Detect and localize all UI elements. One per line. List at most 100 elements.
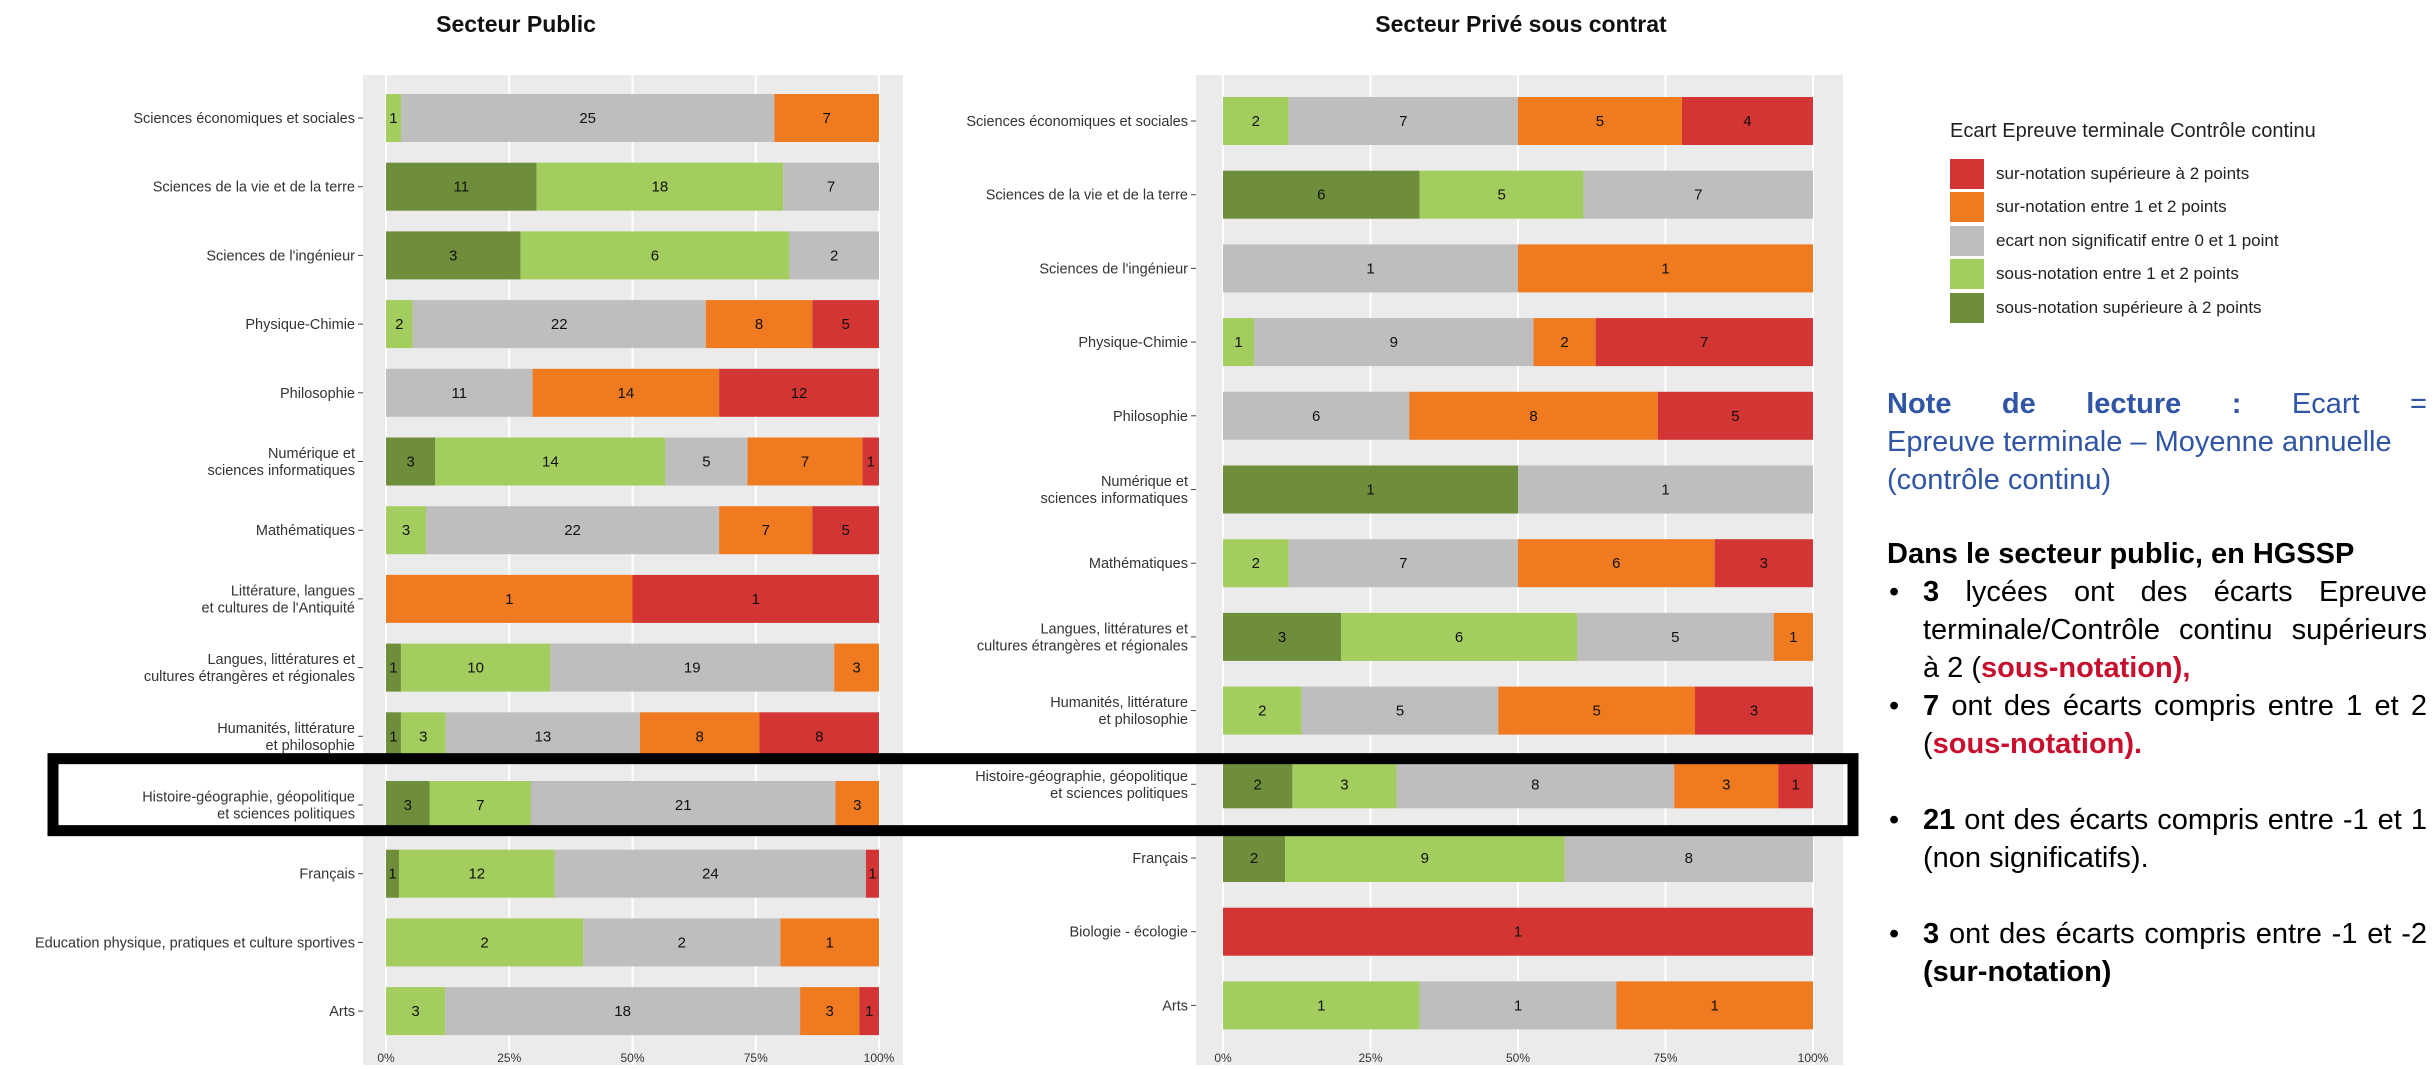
legend-label: sous-notation supérieure à 2 points: [1996, 297, 2262, 317]
bullet-tail: (sur-notation): [1923, 956, 2112, 988]
bar-value-label: 12: [468, 866, 485, 883]
note-bullet: 7 ont des écarts compris entre 1 et 2 (s…: [1887, 687, 2427, 763]
bar-value-label: 1: [1317, 997, 1325, 1014]
bar-segment: [386, 987, 446, 1036]
bar-segment: [445, 712, 640, 761]
bar-segment: [835, 781, 879, 829]
bar-segment: [1419, 981, 1617, 1030]
bar-value-label: 3: [402, 522, 410, 539]
bar-value-label: 1: [1514, 997, 1522, 1014]
bar-segment: [759, 712, 879, 761]
bar-value-label: 10: [467, 660, 484, 677]
bar-value-label: 7: [476, 797, 484, 814]
bar-value-label: 6: [1612, 555, 1620, 572]
bar-value-label: 1: [1791, 776, 1799, 793]
category-label: Sciences de l'ingénieur: [206, 248, 355, 264]
bar-segment: [862, 437, 879, 486]
category-label: Histoire-géographie, géopolitique: [142, 790, 355, 806]
bar-segment: [1254, 318, 1534, 367]
bar-segment: [1223, 97, 1289, 145]
bar-value-label: 24: [702, 866, 719, 883]
bar-value-label: 1: [1661, 482, 1669, 499]
category-label: cultures étrangères et régionales: [977, 638, 1188, 654]
bullet-text: ont des écarts compris entre 1 et 2 (: [1923, 690, 2427, 760]
bar-segment: [386, 781, 430, 829]
bar-segment: [719, 506, 813, 555]
legend-label: sur-notation entre 1 et 2 points: [1996, 197, 2227, 217]
bar-value-label: 3: [853, 797, 861, 814]
bar-value-label: 1: [389, 660, 397, 677]
bar-segment: [1288, 97, 1518, 145]
bar-segment: [425, 506, 720, 555]
x-tick-label: 100%: [864, 1051, 895, 1065]
bar-segment: [1301, 686, 1499, 735]
bar-value-label: 9: [1390, 334, 1398, 351]
bar-value-label: 2: [1252, 555, 1260, 572]
bar-value-label: 1: [1234, 334, 1242, 351]
bar-value-label: 18: [652, 179, 669, 196]
category-label: Philosophie: [1113, 409, 1188, 425]
bar-value-label: 3: [419, 728, 427, 745]
category-label: et sciences politiques: [217, 807, 355, 823]
bar-value-label: 1: [1710, 997, 1718, 1014]
bar-value-label: 1: [1366, 260, 1374, 277]
bar-value-label: 9: [1421, 850, 1429, 867]
bar-segment: [1223, 244, 1518, 293]
bar-segment: [531, 781, 836, 829]
bar-value-label: 2: [1250, 850, 1258, 867]
bar-value-label: 3: [852, 660, 860, 677]
legend-label: ecart non significatif entre 0 et 1 poin…: [1996, 230, 2279, 250]
bar-segment: [386, 300, 413, 349]
bullet-number: 3: [1923, 576, 1940, 608]
bar-value-label: 1: [826, 934, 834, 951]
bar-segment: [1714, 539, 1813, 588]
category-label: Langues, littératures et: [207, 652, 355, 668]
category-label: sciences informatiques: [208, 463, 356, 479]
category-label: Sciences de la vie et de la terre: [153, 180, 355, 196]
legend-swatch: [1950, 158, 1984, 189]
bar-segment: [386, 506, 426, 555]
bar-segment: [536, 162, 784, 211]
category-label: Numérique et: [268, 446, 355, 462]
bar-segment: [1223, 391, 1410, 440]
bullet-text: ont des écarts compris entre -1 et 1 (no…: [1923, 804, 2427, 874]
bar-segment: [789, 231, 879, 280]
note-bullet: 3 ont des écarts compris entre -1 et -2 …: [1887, 915, 2427, 991]
bar-value-label: 8: [755, 316, 763, 333]
bar-value-label: 6: [1312, 408, 1320, 425]
bar-value-label: 22: [551, 316, 568, 333]
bar-segment: [800, 987, 860, 1036]
bar-segment: [386, 574, 633, 623]
bar-segment: [400, 643, 551, 692]
bar-segment: [554, 849, 867, 898]
note-title-rest: Ecart =: [2291, 388, 2427, 420]
bar-segment: [1564, 834, 1813, 882]
bar-segment: [834, 643, 879, 692]
bar-value-label: 3: [449, 247, 457, 264]
category-label: Arts: [1162, 998, 1188, 1014]
bar-value-label: 3: [1750, 703, 1758, 720]
bar-value-label: 3: [1278, 629, 1286, 646]
bar-segment: [780, 918, 879, 967]
bar-value-label: 14: [542, 454, 559, 471]
bar-value-label: 11: [454, 179, 470, 196]
bar-segment: [719, 368, 879, 417]
note-title: Note de lecture : Ecart =: [1887, 385, 2427, 423]
category-label: Sciences de la vie et de la terre: [986, 188, 1188, 204]
bullet-emphasis: sous-notation).: [1932, 728, 2143, 760]
x-tick-label: 0%: [1214, 1051, 1232, 1065]
bar-value-label: 8: [815, 728, 823, 745]
x-tick-label: 75%: [1653, 1051, 1677, 1065]
bar-segment: [1681, 97, 1813, 145]
bar-value-label: 2: [395, 316, 403, 333]
x-tick-label: 25%: [1358, 1051, 1382, 1065]
category-label: Numérique et: [1101, 474, 1188, 490]
bar-value-label: 22: [564, 522, 581, 539]
bar-value-label: 3: [1722, 776, 1730, 793]
bar-segment: [386, 437, 436, 486]
bar-segment: [400, 94, 775, 142]
bar-value-label: 1: [389, 728, 397, 745]
bar-segment: [398, 849, 555, 898]
bar-segment: [1419, 170, 1584, 219]
bar-value-label: 5: [1671, 629, 1679, 646]
